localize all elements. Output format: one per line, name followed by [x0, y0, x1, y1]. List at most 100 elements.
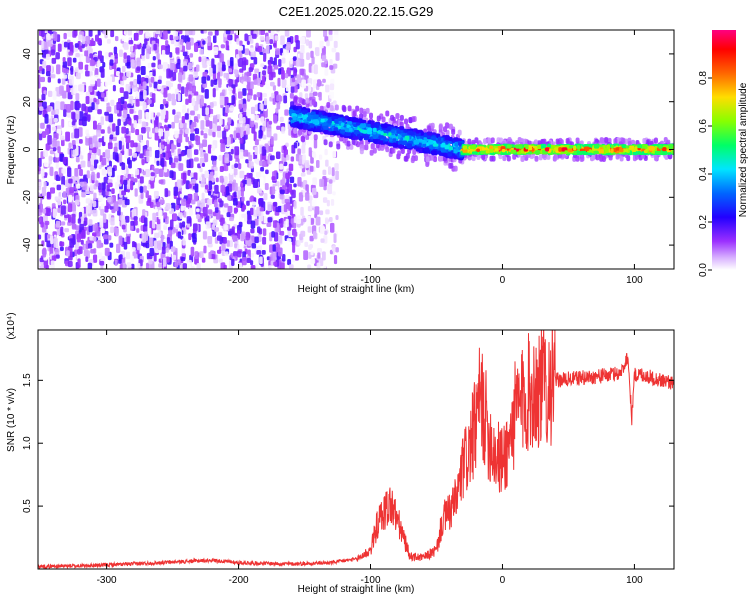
spectrogram-cell	[83, 220, 87, 227]
spectrogram-cell	[214, 199, 218, 208]
spectrogram-cell	[223, 264, 227, 269]
spectrogram-cell	[47, 90, 53, 98]
spectrogram-cell	[320, 118, 325, 123]
spectrogram-cell	[207, 243, 213, 248]
spectrogram-cell	[88, 219, 93, 226]
spectrogram-cell	[60, 221, 66, 226]
spectrogram-cell	[185, 98, 189, 105]
spectrogram-cell	[60, 205, 66, 215]
spectrogram-cell	[395, 143, 399, 147]
spectrogram-cell	[246, 215, 252, 225]
spectrogram-cell	[327, 184, 333, 195]
spectrogram-cell	[198, 243, 204, 250]
spectrogram-cell	[80, 239, 84, 245]
spectrogram-cell	[149, 237, 154, 247]
spectrogram-cell	[92, 200, 97, 208]
spectrogram-cell	[159, 199, 165, 205]
spectrogram-cell	[490, 137, 495, 144]
spectrogram-cell	[160, 113, 165, 121]
spectrogram-cell	[291, 254, 296, 263]
chart-title: C2E1.2025.020.22.15.G29	[279, 4, 434, 19]
spectrogram-cell	[156, 53, 160, 60]
spectrogram-cell	[447, 151, 453, 157]
spectrogram-cell	[335, 247, 339, 253]
spectrogram-cell	[227, 59, 231, 66]
spectrogram-cell	[375, 123, 380, 129]
spectrogram-cell	[158, 64, 163, 70]
spectrogram-cell	[408, 117, 413, 124]
spectrogram-cell	[263, 97, 268, 106]
spectrogram-cell	[76, 233, 82, 243]
spectrogram-cell	[263, 193, 268, 201]
spectrogram-cell	[65, 187, 70, 196]
spectrogram-cell	[259, 103, 264, 110]
spectrogram-cell	[154, 150, 160, 159]
spectrogram-cell	[108, 166, 113, 174]
spectrogram-cell	[94, 159, 98, 169]
spectrogram-cell	[191, 98, 196, 106]
spectrogram-cell	[323, 139, 328, 146]
spectrogram-cell	[42, 101, 47, 109]
spectrogram-cell	[329, 83, 335, 91]
spectrogram-cell	[198, 56, 202, 63]
spectrogram-cell	[69, 238, 75, 248]
spectrogram-cell	[231, 258, 235, 267]
spectrogram-cell	[43, 150, 48, 157]
spectrogram-cell	[642, 137, 647, 144]
spectrogram-cell	[242, 204, 247, 210]
spectrogram-cell	[415, 129, 420, 134]
spectrogram-cell	[293, 96, 298, 103]
spectrogram-cell	[39, 203, 44, 213]
spectrogram-cell	[390, 135, 396, 139]
spectrogram-cell	[269, 39, 274, 45]
spectrogram-cell	[163, 212, 168, 219]
spectrogram-cell	[246, 200, 250, 206]
spectrogram-cell	[265, 45, 270, 54]
spectrogram-cell	[181, 221, 186, 228]
spectrogram-cell	[43, 258, 49, 269]
spectrogram-cell	[311, 199, 317, 207]
spectrogram-cell	[268, 145, 274, 152]
spectrogram-cell	[239, 149, 244, 159]
spectrogram-cell	[93, 97, 97, 103]
spectrogram-cell	[271, 176, 276, 181]
spectrogram-cell	[220, 44, 225, 49]
spectrogram-cell	[107, 171, 113, 177]
spectrogram-cell	[253, 56, 258, 65]
spectrogram-cell	[178, 72, 183, 83]
spectrogram-cell	[97, 252, 103, 259]
spectrogram-cell	[204, 184, 209, 190]
spectrogram-cell	[170, 162, 176, 169]
spectrogram-cell	[250, 252, 255, 258]
spectrogram-cell	[391, 147, 396, 154]
spectrogram-cell	[260, 169, 264, 178]
spectrogram-cell	[177, 212, 183, 218]
spectrogram-cell	[195, 64, 200, 72]
spectrogram-cell	[139, 186, 144, 193]
spectrogram-cell	[164, 118, 168, 123]
spectrogram-cell	[63, 32, 67, 40]
spectrogram-cell	[449, 162, 454, 169]
spectrogram-cell	[290, 86, 295, 94]
spectrogram-cell	[46, 65, 51, 73]
spectrogram-cell	[334, 163, 339, 171]
spectrogram-cell	[126, 180, 131, 190]
spectrogram-cell	[293, 142, 298, 149]
spectrogram-cell	[216, 249, 222, 254]
spectrogram-cell	[49, 150, 55, 155]
spectrogram-cell	[390, 114, 395, 121]
spectrogram-cell	[233, 69, 238, 75]
spectrogram-cell	[103, 134, 108, 143]
spectrogram-cell	[258, 130, 263, 139]
spectrogram-cell	[224, 224, 229, 231]
spectrogram-cell	[268, 120, 273, 125]
spectrogram-cell	[44, 128, 50, 136]
spectrogram-cell	[370, 120, 375, 126]
spectrogram-cell	[114, 227, 119, 234]
spectrogram-cell	[50, 74, 56, 79]
spectrogram-cell	[177, 58, 181, 65]
spectrogram-cell	[201, 198, 206, 209]
spectrogram-cell	[46, 240, 52, 248]
spectrogram-cell	[150, 172, 155, 177]
